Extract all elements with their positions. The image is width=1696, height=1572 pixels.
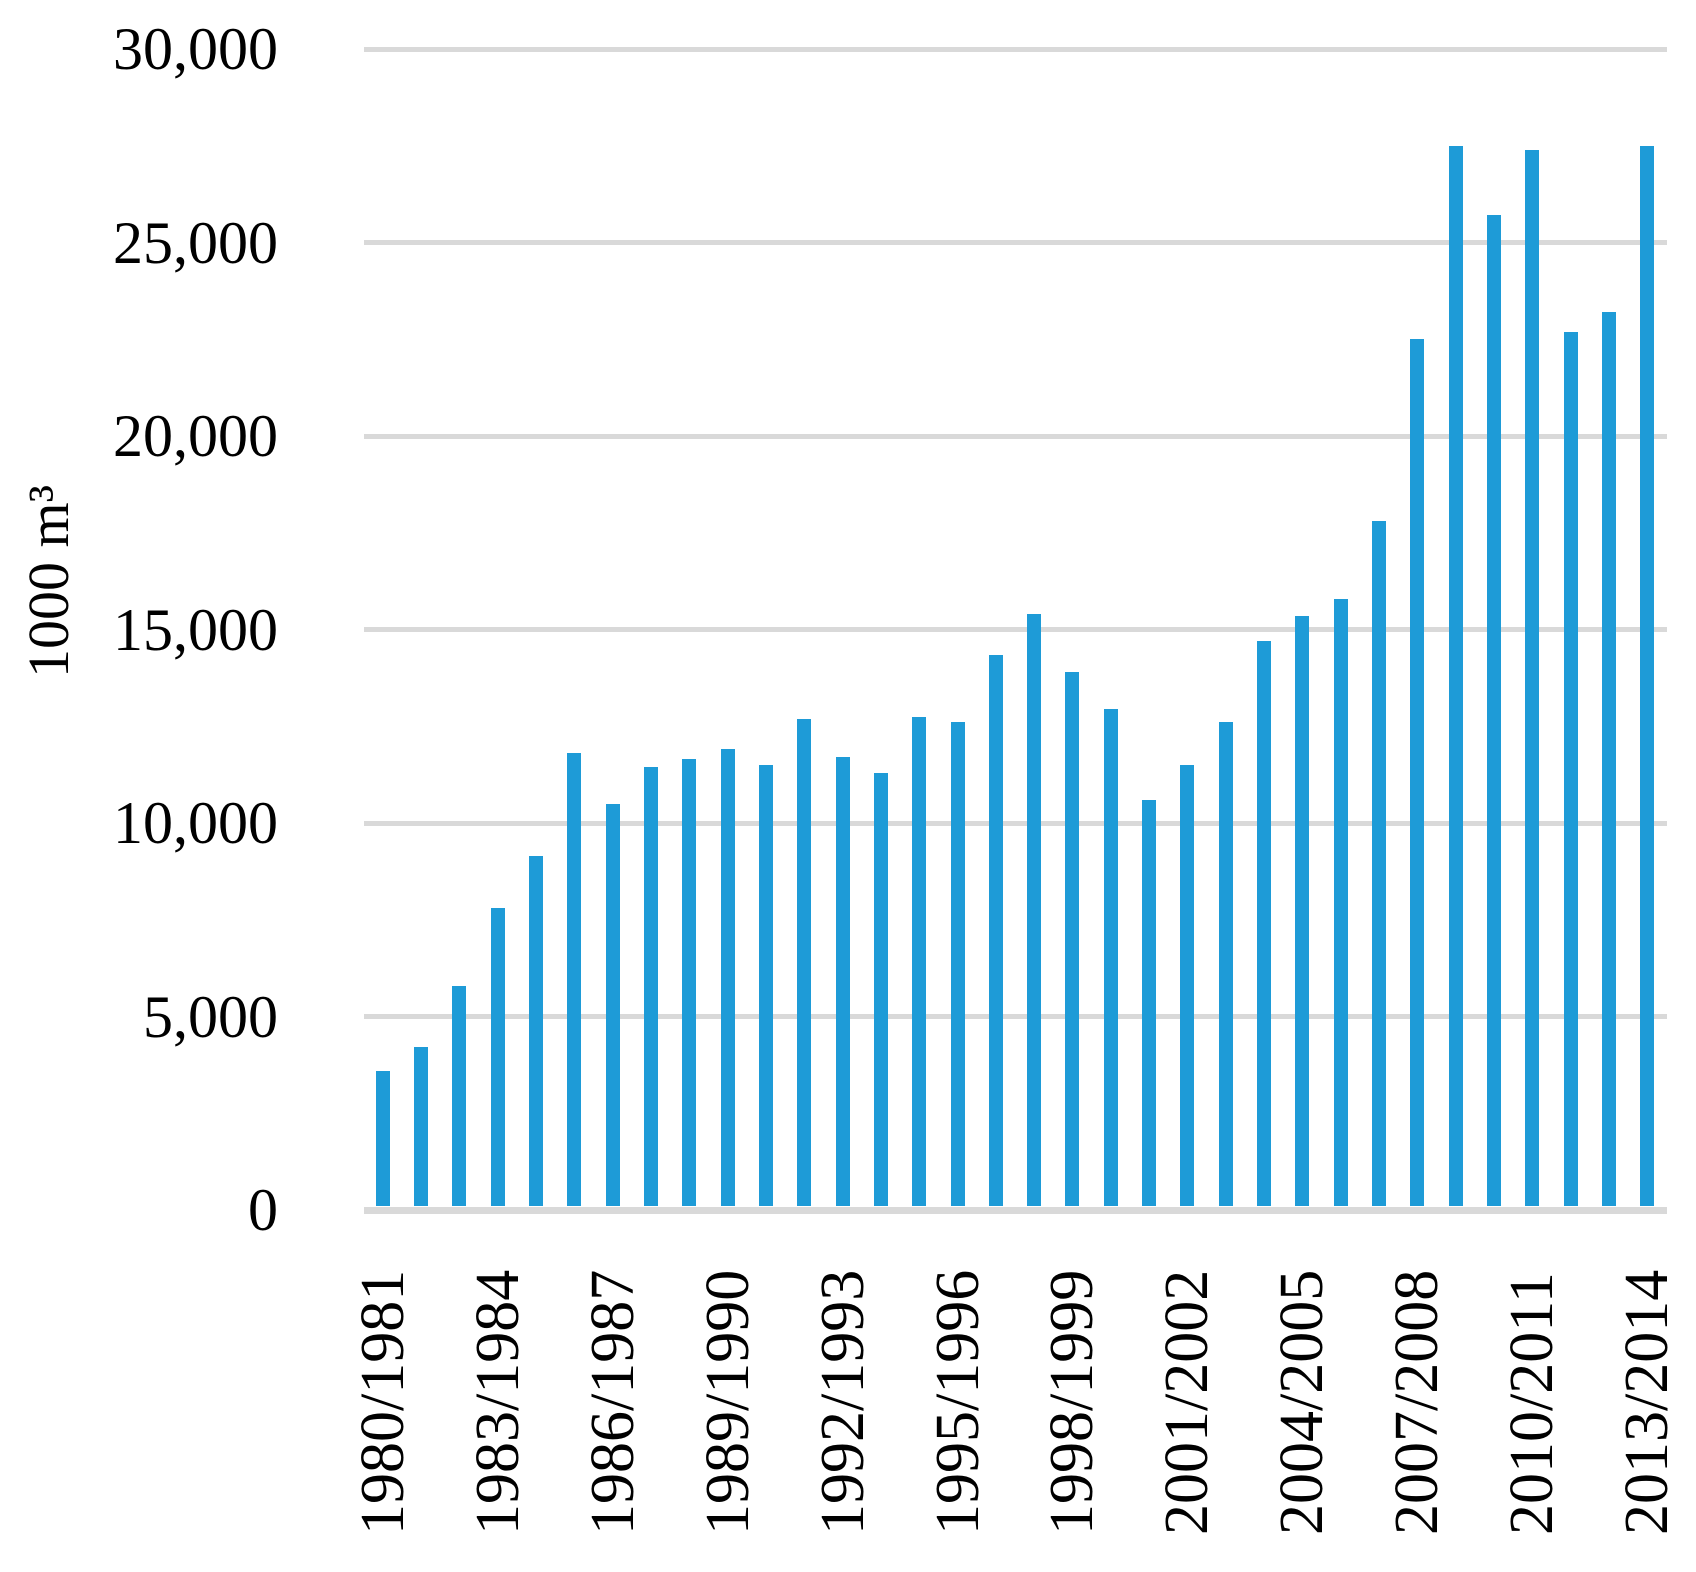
- bar-1980-1981: [375, 1070, 390, 1206]
- bar-2005-2006: [1333, 598, 1348, 1206]
- bar-1984-1985: [528, 855, 543, 1206]
- x-tick-label: 2001/2002: [1153, 1269, 1222, 1535]
- bar-1996-1997: [988, 654, 1003, 1206]
- bar-1989-1990: [720, 749, 735, 1206]
- gridline: [363, 820, 1667, 826]
- bar-2009-2010: [1487, 215, 1502, 1206]
- bar-2000-2001: [1142, 799, 1157, 1206]
- x-tick-label: 1980/1981: [348, 1269, 417, 1535]
- bar-1994-1995: [912, 716, 927, 1206]
- bar-1992-1993: [835, 757, 850, 1206]
- gridline: [363, 627, 1667, 632]
- x-axis-line: [363, 1206, 1667, 1214]
- x-tick-label: 2010/2011: [1498, 1272, 1567, 1535]
- bar-2003-2004: [1257, 641, 1272, 1206]
- bar-1985-1986: [567, 753, 582, 1206]
- bar-2011-2012: [1563, 331, 1578, 1206]
- gridline: [363, 1014, 1667, 1019]
- x-tick-label: 1992/1993: [808, 1269, 877, 1535]
- bar-2007-2008: [1410, 339, 1425, 1206]
- bar-1986-1987: [605, 803, 620, 1206]
- bar-1991-1992: [797, 718, 812, 1206]
- bar-2010-2011: [1525, 149, 1540, 1206]
- bar-2006-2007: [1372, 521, 1387, 1206]
- bar-2004-2005: [1295, 615, 1310, 1206]
- x-tick-label: 1995/1996: [923, 1269, 992, 1535]
- gridline: [363, 46, 1667, 52]
- y-tick-label: 30,000: [113, 16, 278, 82]
- x-tick-label: 2004/2005: [1268, 1269, 1337, 1535]
- bar-1981-1982: [413, 1047, 428, 1206]
- y-tick-label: 10,000: [113, 790, 278, 856]
- bar-1995-1996: [950, 722, 965, 1206]
- gridline: [363, 433, 1667, 439]
- x-tick-label: 1983/1984: [463, 1269, 532, 1535]
- bar-2001-2002: [1180, 764, 1195, 1206]
- bar-1997-1998: [1027, 614, 1042, 1206]
- bar-1987-1988: [643, 766, 658, 1206]
- y-tick-label: 5,000: [143, 983, 278, 1050]
- bar-1982-1983: [452, 985, 467, 1206]
- bar-2002-2003: [1218, 722, 1233, 1206]
- bar-2012-2013: [1602, 312, 1616, 1206]
- x-tick-label: 2007/2008: [1383, 1269, 1452, 1535]
- x-tick-label: 1986/1987: [578, 1269, 647, 1535]
- y-tick-label: 0: [248, 1177, 278, 1243]
- bar-1999-2000: [1103, 708, 1118, 1206]
- x-tick-label: 2013/2014: [1613, 1269, 1682, 1535]
- bar-1998-1999: [1065, 672, 1080, 1206]
- bar-1983-1984: [490, 908, 505, 1206]
- bar-1988-1989: [682, 759, 697, 1206]
- x-tick-label: 1998/1999: [1038, 1269, 1107, 1535]
- y-tick-label: 15,000: [113, 596, 278, 663]
- bar-1990-1991: [758, 764, 773, 1206]
- bar-2013-2014: [1640, 145, 1655, 1206]
- y-tick-label: 20,000: [113, 403, 278, 469]
- bar-1993-1994: [873, 772, 888, 1206]
- bar-2008-2009: [1448, 145, 1463, 1206]
- x-tick-label: 1989/1990: [693, 1269, 762, 1535]
- gridline: [363, 240, 1667, 245]
- y-tick-label: 25,000: [113, 209, 278, 276]
